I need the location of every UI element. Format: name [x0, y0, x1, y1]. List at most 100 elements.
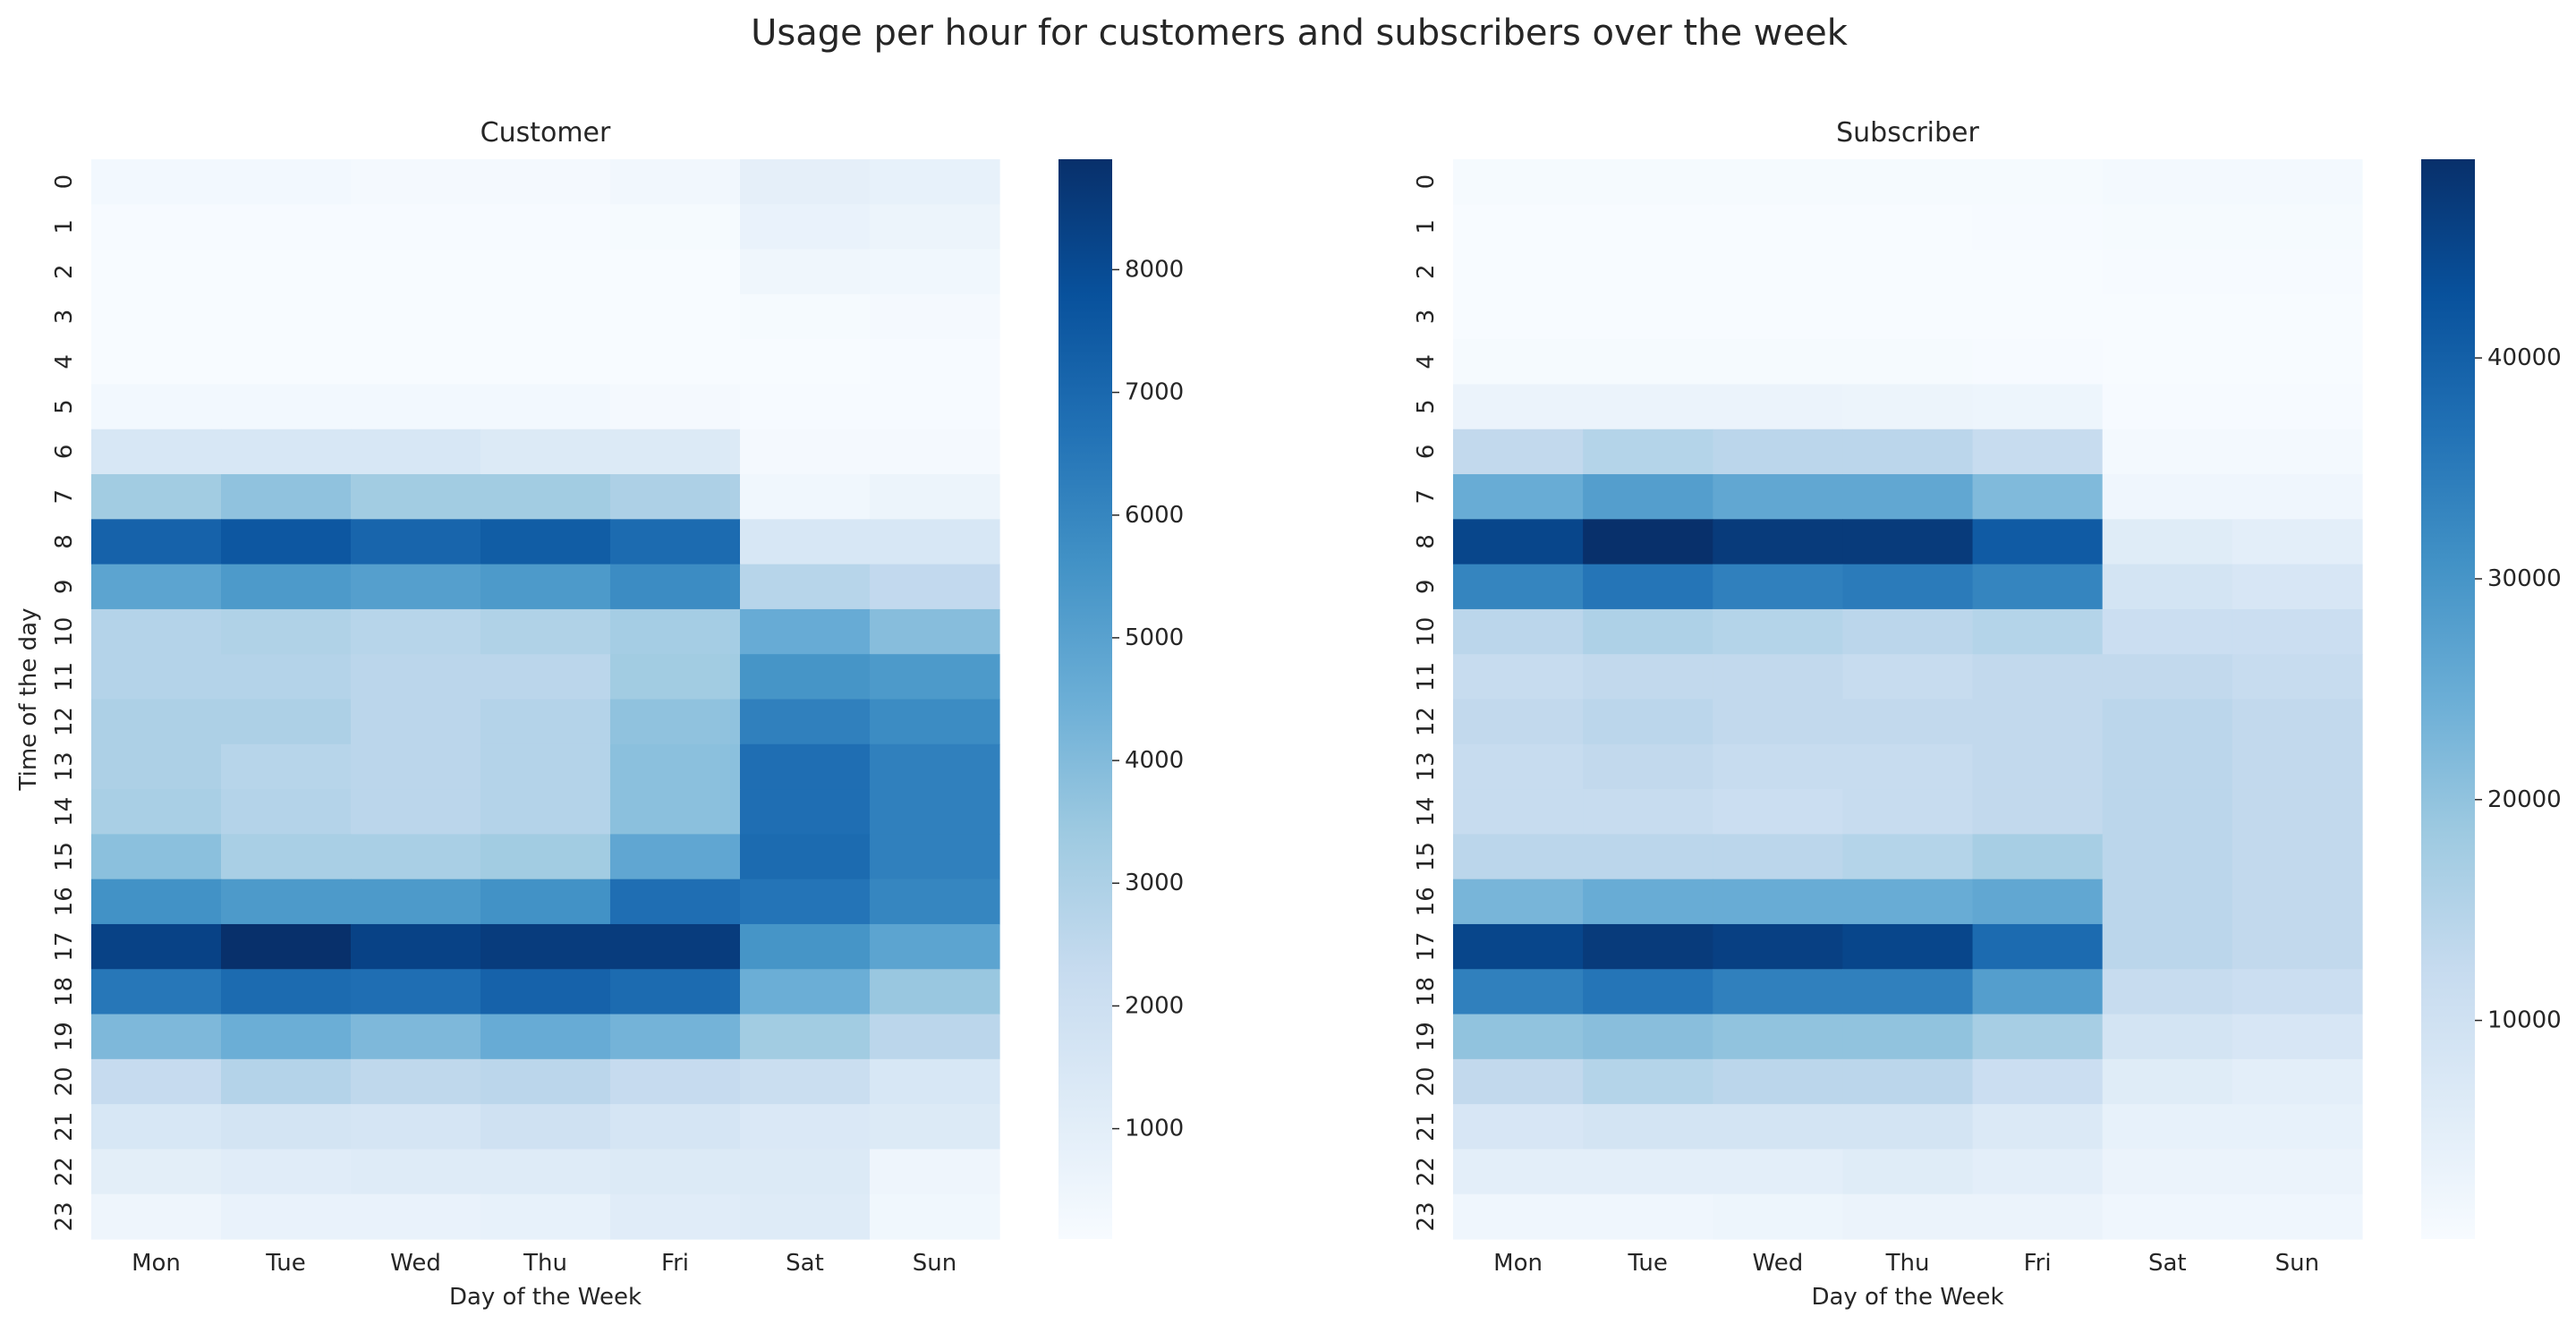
heatmap-cell — [2102, 1058, 2233, 1105]
x-tick-label: Fri — [661, 1250, 689, 1277]
x-tick-label: Sat — [2148, 1250, 2187, 1277]
heatmap-cell — [1583, 608, 1713, 655]
y-tick-label: 17 — [51, 932, 78, 962]
heatmap-cell — [480, 879, 611, 925]
y-tick-label: 12 — [51, 707, 78, 736]
heatmap-cell — [2102, 834, 2233, 880]
heatmap-cell — [91, 1058, 222, 1105]
heatmap-cell — [1713, 834, 1844, 880]
heatmap-cell — [870, 384, 1000, 430]
heatmap-cell — [221, 564, 352, 610]
colorbar-tick-label: 10000 — [2487, 1007, 2562, 1034]
heatmap-cell — [351, 339, 481, 386]
heatmap-cell — [2102, 654, 2233, 700]
colorbar-tick-label: 20000 — [2487, 786, 2562, 813]
heatmap-cell — [610, 1104, 741, 1150]
heatmap-cell — [2232, 879, 2363, 925]
heatmap-cell — [480, 339, 611, 386]
heatmap-cell — [91, 879, 222, 925]
heatmap-cell — [221, 519, 352, 565]
heatmap-cell — [2102, 564, 2233, 610]
heatmap-cell — [480, 789, 611, 835]
colorbar-tick-label: 7000 — [1125, 379, 1184, 406]
heatmap-cell — [1453, 519, 1584, 565]
heatmap-cell — [1453, 293, 1584, 340]
heatmap-cell — [480, 743, 611, 790]
heatmap-cell — [351, 699, 481, 745]
heatmap-cell — [2232, 564, 2363, 610]
heatmap-cell — [2102, 1014, 2233, 1060]
heatmap-cell — [870, 923, 1000, 970]
x-axis-label: Day of the Week — [1811, 1284, 2003, 1311]
heatmap-cell — [1453, 969, 1584, 1015]
y-tick-label: 21 — [51, 1112, 78, 1142]
heatmap-cell — [2232, 1058, 2363, 1105]
heatmap-cell — [221, 923, 352, 970]
heatmap-cell — [1842, 834, 1974, 880]
heatmap-cell — [2102, 474, 2233, 520]
y-tick-label: 5 — [51, 399, 78, 414]
heatmap-cell — [2102, 519, 2233, 565]
heatmap-cell — [870, 834, 1000, 880]
heatmap-cell — [1842, 1058, 1974, 1105]
heatmap-cell — [1713, 249, 1844, 295]
heatmap-cell — [610, 969, 741, 1015]
heatmap-cell — [870, 1104, 1000, 1150]
heatmap-cell — [870, 1149, 1000, 1195]
x-tick-label: Sun — [2275, 1250, 2319, 1277]
x-tick-label: Sun — [913, 1250, 956, 1277]
x-tick-label: Fri — [2024, 1250, 2052, 1277]
heatmap-cell — [1842, 789, 1974, 835]
heatmap-cell — [351, 249, 481, 295]
y-tick-label: 6 — [51, 445, 78, 460]
heatmap-cell — [1842, 293, 1974, 340]
heatmap-cell — [91, 339, 222, 386]
heatmap-cell — [351, 834, 481, 880]
heatmap-cell — [1453, 654, 1584, 700]
heatmap-cell — [1842, 1104, 1974, 1150]
heatmap-cell — [1972, 923, 2104, 970]
y-tick-label: 7 — [51, 489, 78, 505]
heatmap-cell — [1583, 879, 1713, 925]
heatmap-cell — [870, 654, 1000, 700]
heatmap-cell — [870, 789, 1000, 835]
heatmap-cell — [1972, 789, 2104, 835]
heatmap-cell — [610, 384, 741, 430]
heatmap-cell — [740, 384, 871, 430]
heatmap-cell — [1453, 743, 1584, 790]
colorbar-tick-label: 6000 — [1125, 502, 1184, 529]
heatmap-cell — [870, 608, 1000, 655]
heatmap-cell — [1453, 608, 1584, 655]
heatmap-cell — [1972, 519, 2104, 565]
heatmap-cell — [2232, 159, 2363, 205]
heatmap-cell — [1972, 608, 2104, 655]
heatmap-cell — [870, 1058, 1000, 1105]
heatmap-cell — [1972, 474, 2104, 520]
heatmap-cell — [1713, 1104, 1844, 1150]
heatmap-cell — [740, 699, 871, 745]
heatmap-cell — [2102, 699, 2233, 745]
colorbar — [2421, 159, 2475, 1239]
heatmap-cell — [1583, 429, 1713, 475]
heatmap-cell — [1583, 923, 1713, 970]
y-tick-label: 13 — [51, 751, 78, 781]
heatmap-cell — [2102, 1193, 2233, 1240]
y-tick-label: 0 — [1413, 174, 1440, 190]
heatmap-cell — [480, 429, 611, 475]
x-tick-label: Thu — [523, 1250, 567, 1277]
heatmap-cell — [351, 1058, 481, 1105]
heatmap-cell — [1583, 1014, 1713, 1060]
heatmap-cell — [91, 654, 222, 700]
heatmap-cell — [91, 1104, 222, 1150]
heatmap-cell — [1842, 699, 1974, 745]
heatmap-cell — [740, 834, 871, 880]
heatmap-cell — [480, 834, 611, 880]
heatmap-cell — [1583, 293, 1713, 340]
y-tick-label: 8 — [1413, 534, 1440, 549]
heatmap-cell — [351, 923, 481, 970]
heatmap-cell — [610, 608, 741, 655]
y-tick-label: 20 — [51, 1066, 78, 1096]
heatmap-cell — [1842, 743, 1974, 790]
